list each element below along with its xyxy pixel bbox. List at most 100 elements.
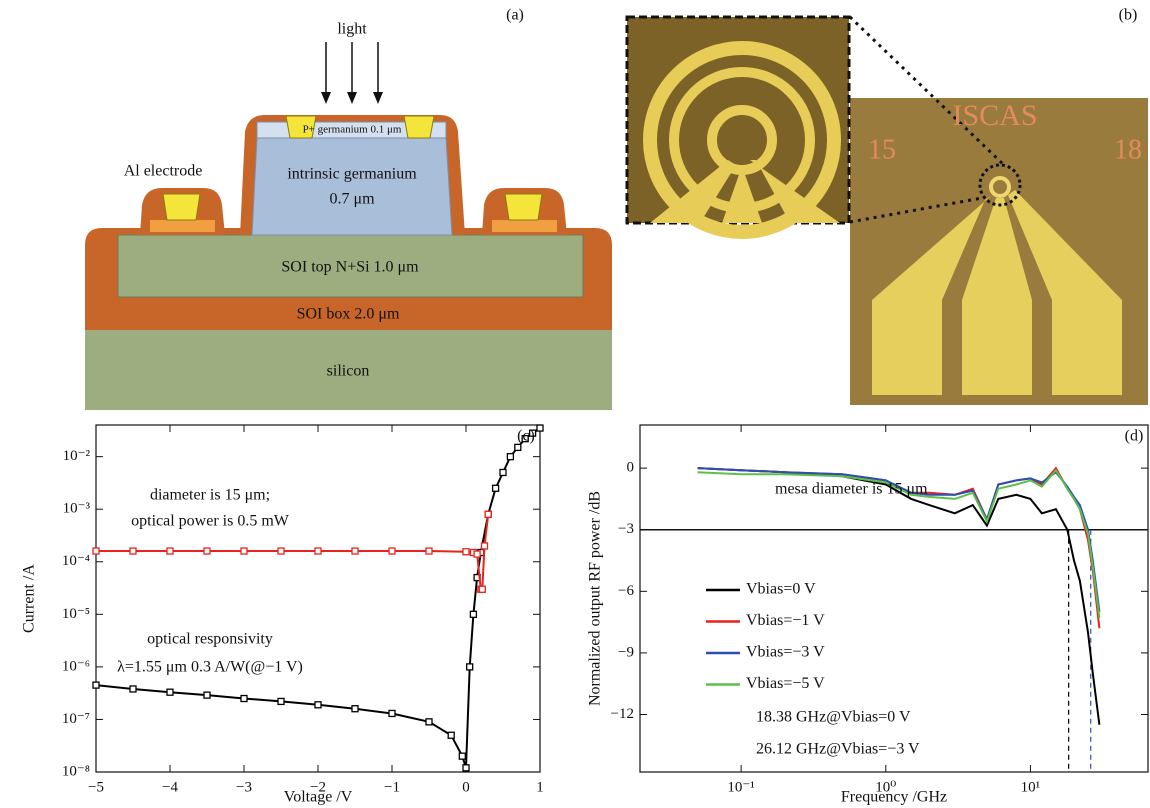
y-tick-label: −12 bbox=[611, 706, 634, 722]
data-point bbox=[167, 689, 173, 695]
y-tick-label: 10⁻⁷ bbox=[62, 711, 90, 727]
data-point bbox=[515, 444, 521, 450]
data-point bbox=[463, 549, 469, 555]
intrinsic-ge bbox=[252, 138, 452, 235]
data-point bbox=[93, 682, 99, 688]
data-point bbox=[389, 710, 395, 716]
data-point bbox=[352, 548, 358, 554]
data-point bbox=[352, 706, 358, 712]
thickness-label: 0.7 μm bbox=[329, 191, 375, 208]
annotation: 18.38 GHz@Vbias=0 V bbox=[756, 709, 911, 726]
box-label: SOI box 2.0 μm bbox=[297, 306, 400, 323]
data-point bbox=[93, 548, 99, 554]
electrode-label: Al electrode bbox=[124, 163, 203, 180]
y-tick-label: 10⁻⁶ bbox=[62, 658, 90, 674]
panel-label: (d) bbox=[1125, 428, 1144, 445]
x-tick-label: 0 bbox=[462, 779, 470, 795]
data-point bbox=[500, 469, 506, 475]
x-tick-label: −3 bbox=[236, 779, 252, 795]
data-point bbox=[241, 696, 247, 702]
y-tick-label: −6 bbox=[618, 583, 634, 599]
series-line bbox=[96, 428, 540, 768]
data-point bbox=[278, 548, 284, 554]
data-point bbox=[459, 753, 465, 759]
y-tick-label: 10⁻⁵ bbox=[62, 606, 90, 622]
electrode bbox=[505, 194, 542, 220]
data-point bbox=[474, 551, 480, 557]
data-point bbox=[507, 454, 513, 460]
arrow-heads bbox=[321, 92, 383, 104]
data-point bbox=[426, 548, 432, 554]
y-tick-label: −3 bbox=[618, 521, 634, 537]
data-point bbox=[241, 548, 247, 554]
x-tick-label: 1 bbox=[536, 779, 544, 795]
legend-label: Vbias=−5 V bbox=[746, 675, 825, 692]
x-tick-label: 10⁻¹ bbox=[727, 779, 754, 795]
legend-label: Vbias=−3 V bbox=[746, 644, 825, 661]
top-si-label: SOI top N+Si 1.0 μm bbox=[281, 259, 419, 276]
light-arrows bbox=[326, 42, 378, 98]
data-point bbox=[485, 511, 491, 517]
data-point bbox=[467, 664, 473, 670]
data-point bbox=[315, 548, 321, 554]
substrate-label: silicon bbox=[327, 363, 370, 380]
data-point bbox=[537, 425, 543, 431]
light-label: light bbox=[337, 21, 367, 38]
y-axis-label: Normalized output RF power /dB bbox=[587, 491, 604, 706]
chip-number: 15 bbox=[868, 134, 896, 165]
x-tick-label: −5 bbox=[88, 779, 104, 795]
y-tick-label: 10⁻⁸ bbox=[62, 763, 90, 779]
intrinsic-label: intrinsic germanium bbox=[287, 166, 417, 183]
data-point bbox=[315, 702, 321, 708]
p-layer-label: P+ germanium 0.1 μm bbox=[303, 124, 402, 136]
data-point bbox=[479, 586, 485, 592]
data-point bbox=[493, 485, 499, 491]
x-axis-label: Voltage /V bbox=[284, 789, 353, 806]
annotation: optical responsivity bbox=[147, 631, 273, 648]
data-point bbox=[470, 611, 476, 617]
device-photo: ISCAS 15 18 (b) bbox=[627, 7, 1148, 405]
y-tick-label: 0 bbox=[627, 460, 635, 476]
electrode bbox=[404, 116, 434, 138]
annotation: diameter is 15 μm; bbox=[150, 487, 270, 504]
chip-number: 18 bbox=[1114, 134, 1142, 165]
electrode bbox=[163, 194, 200, 220]
data-point bbox=[389, 548, 395, 554]
y-tick-label: 10⁻³ bbox=[63, 501, 91, 517]
data-point bbox=[448, 732, 454, 738]
figure: light P+ germanium 0.1 μm intrinsic germ… bbox=[0, 0, 1150, 808]
legend-label: Vbias=−1 V bbox=[746, 612, 825, 629]
data-point bbox=[130, 686, 136, 692]
data-point bbox=[204, 548, 210, 554]
annotation: 26.12 GHz@Vbias=−3 V bbox=[756, 741, 920, 758]
x-axis-label: Frequency /GHz bbox=[841, 789, 947, 806]
panel-label: (c) bbox=[517, 428, 535, 445]
annotation: optical power is 0.5 mW bbox=[131, 513, 290, 530]
data-point bbox=[426, 719, 432, 725]
data-point bbox=[130, 548, 136, 554]
data-point bbox=[463, 765, 469, 771]
x-tick-label: −1 bbox=[384, 779, 400, 795]
contact-layer bbox=[150, 220, 215, 232]
device-diagram: light P+ germanium 0.1 μm intrinsic germ… bbox=[85, 7, 612, 410]
y-tick-label: 10⁻² bbox=[63, 448, 91, 464]
data-point bbox=[278, 698, 284, 704]
y-axis-label: Current /A bbox=[21, 564, 38, 633]
plot-frame bbox=[96, 425, 540, 772]
chip-text: ISCAS bbox=[952, 99, 1037, 132]
data-point bbox=[204, 692, 210, 698]
x-tick-label: 10¹ bbox=[1021, 779, 1041, 795]
y-tick-label: −9 bbox=[618, 644, 634, 660]
y-tick-label: 10⁻⁴ bbox=[62, 553, 90, 569]
legend-label: Vbias=0 V bbox=[746, 581, 816, 598]
panel-label: (b) bbox=[1119, 7, 1138, 24]
annotation: mesa diameter is 15 μm bbox=[775, 481, 928, 498]
x-tick-label: −4 bbox=[162, 779, 178, 795]
contact-layer bbox=[492, 220, 557, 232]
data-point bbox=[482, 543, 488, 549]
data-point bbox=[167, 548, 173, 554]
panel-label: (a) bbox=[506, 7, 524, 24]
annotation: λ=1.55 μm 0.3 A/W(@−1 V) bbox=[117, 659, 303, 676]
